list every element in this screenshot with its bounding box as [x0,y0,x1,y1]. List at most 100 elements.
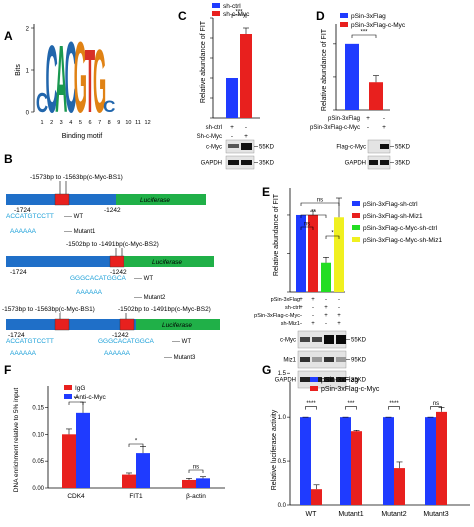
e-blot-band [324,377,334,382]
e-sig-bracket [325,235,340,239]
e-row-value: - [325,321,327,327]
logo-position-label: 3 [60,120,63,126]
d-row-label: pSin-3xFlag [328,116,360,122]
logo-y-label: Bits [15,64,22,76]
chart-e: ns**ns * [287,188,345,293]
c-legend-label: sh-c-Myc [223,11,250,18]
d-blot-band [369,160,378,165]
g-legend-label: pSin-3xFlag-c-Myc [321,386,380,393]
chart-c: *** [210,10,260,119]
g-bar [394,468,405,505]
b2-luciferase-label: Luciferase [152,259,182,266]
panel-letter-c: C [178,9,187,23]
e-sig-bracket [300,202,340,206]
logo-y-tick-label: 1 [26,69,30,75]
c-bar [226,78,238,118]
chart-d: *** [333,24,390,111]
e-blot-band [336,357,346,362]
f-legend-label: Anti-c-Myc [75,394,106,401]
f-sig-bracket [128,443,144,447]
g-bar [436,411,447,505]
e-row-value: + [324,305,328,311]
c-row-value: + [230,124,234,131]
f-bar [136,453,150,488]
e-sig-bracket [300,214,327,218]
d-row-value: + [366,115,370,122]
d-row-label: pSin-3xFlag-c-Myc [310,125,360,131]
e-legend-swatch [352,225,360,230]
b3-luciferase-label: Luciferase [162,322,192,329]
panel-letter-e: E [262,185,270,199]
d-row-value: - [383,115,385,122]
c-blot-band [241,160,252,165]
e-row-value: - [312,305,314,311]
e-blot-band [300,377,310,382]
e-blot-band [300,357,310,362]
e-row-label: sh-ctrl [285,305,300,311]
panel-g: G Relative luciferase activity 0.0 0.5 1.0… [262,363,470,518]
e-sig-label: ** [311,210,316,216]
b2-right-coord: -1242 [110,269,127,276]
e-row-value: + [324,313,328,319]
e-bar [321,262,331,292]
g-legend-label: pSin-3xFlag [321,377,358,384]
g-sig-bracket [305,406,317,410]
c-row-label: sh-ctrl [206,125,222,131]
b2-wt-seq: GGGCACATGGCA [70,275,127,282]
e-kd-label: 55KD [351,338,367,344]
c-blot-band [228,144,239,148]
g-y-tick-label: 0.5 [278,459,287,465]
e-row-value: + [337,313,341,319]
f-legend-swatch [64,385,72,390]
g-sig-bracket [388,406,400,410]
b1-wt-seq: ACCATGTCCTT [6,213,54,220]
d-row-value: - [367,124,369,131]
e-condition-rows: pSin-3xFlag + + - -sh-ctrl + - + -pSin-3xFlag-c-… [254,297,341,327]
d-bar [345,43,359,110]
f-y-tick-label: 0.15 [32,405,44,411]
g-bar [311,489,322,505]
logo-x-label: Binding motif [62,133,103,140]
logo-position-label: 5 [79,120,82,126]
d-condition-rows: pSin-3xFlag + - pSin-3xFlag-c-Myc - + [310,115,386,131]
e-sig-label: ns [317,198,323,204]
f-sig-bracket [68,401,84,405]
f-bar [122,474,136,488]
logo-letter: C [36,87,48,118]
b2-binding-site [109,255,125,268]
e-row-value: - [338,305,340,311]
f-y-label: DNA enrichment relative to 5% input [13,388,20,493]
logo-letter: T [85,31,95,131]
panel-letter-d: D [316,9,325,23]
f-sig-label: ns [193,465,199,471]
logo-positions: 1 2 3 4 5 6 7 8 9 10 11 12 [40,120,150,126]
f-sig-label: ** [74,397,79,403]
e-row-value: - [312,313,314,319]
d-western-blots: Flag-c-Myc 55KD GAPDH 35KD [336,139,411,170]
logo-y-tick-label: 2 [26,27,30,33]
e-sig-label: ns [304,222,310,228]
g-sig-label: **** [389,401,399,407]
g-y-tick-label: 1.5 [278,371,287,377]
c-blot-band [241,143,252,150]
b1-luciferase [116,194,206,205]
f-y-tick-label: 0.05 [32,459,44,465]
b3-mut-seq1: AAAAAA [10,350,37,357]
logo-position-label: 6 [88,120,91,126]
c-condition-rows: sh-ctrl + - Sh-c-Myc - + [197,124,248,140]
d-bar [369,82,383,110]
b2-mut-label: ---- Mutant2 [134,295,166,301]
b3-mut-label: ---- Mutant3 [164,355,196,361]
d-sig-bracket [351,34,377,38]
e-legend-swatch [352,201,360,206]
logo-position-label: 10 [125,120,131,126]
logo-position-label: 1 [40,120,43,126]
c-blot-band [228,160,239,165]
e-legend-label: pSin-3xFlag-sh-Miz1 [363,213,423,220]
b1-left-coord: -1724 [14,207,31,214]
f-bar [182,479,196,488]
